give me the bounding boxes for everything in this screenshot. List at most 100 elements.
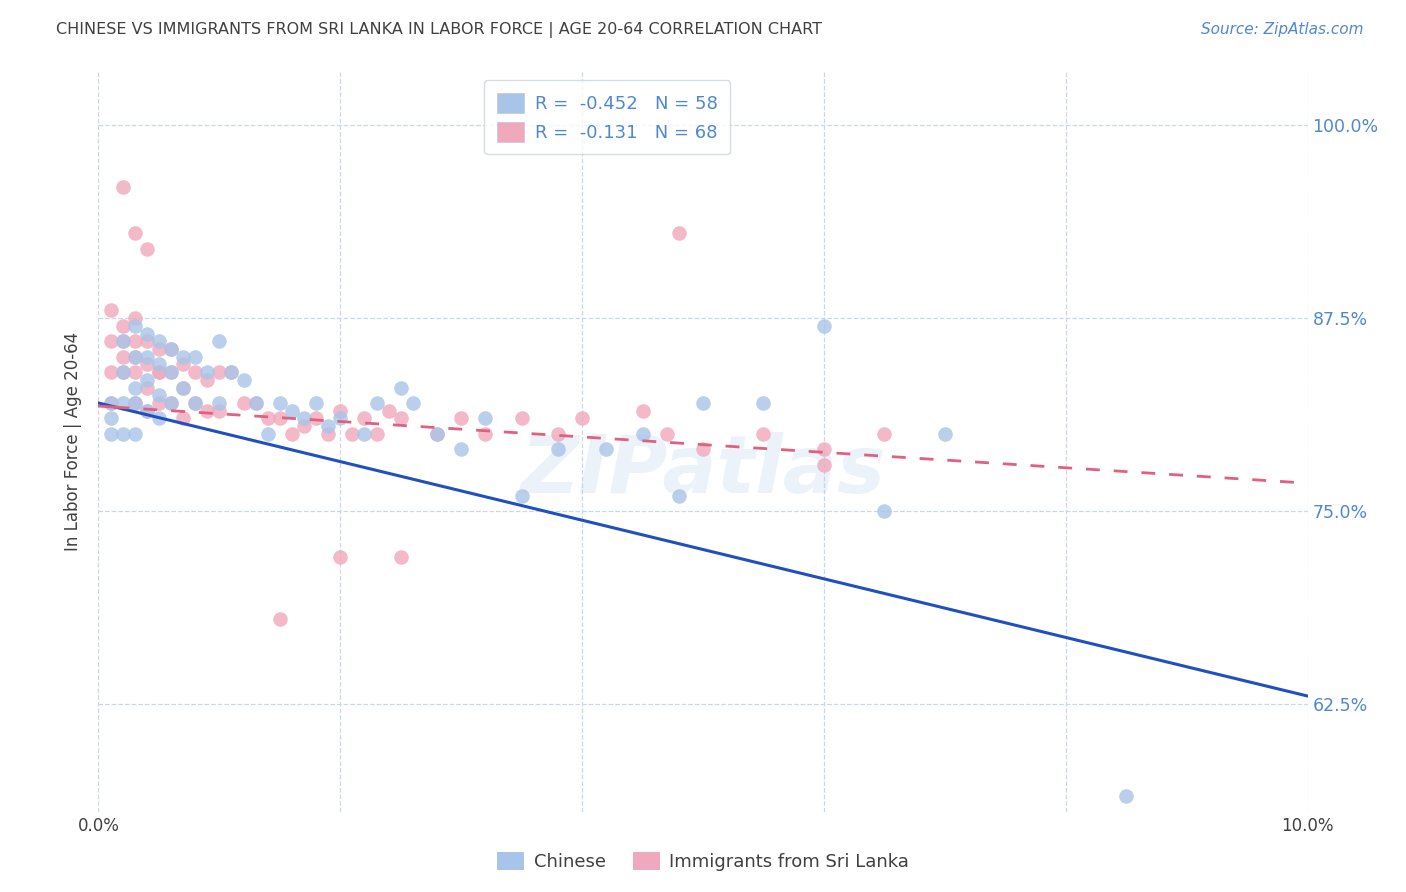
- Point: [111, 318, 134, 333]
- Point: [305, 411, 328, 425]
- Point: [752, 426, 775, 441]
- Point: [135, 242, 157, 256]
- Point: [208, 365, 231, 379]
- Point: [148, 365, 170, 379]
- Point: [426, 426, 449, 441]
- Point: [245, 396, 267, 410]
- Point: [232, 396, 254, 410]
- Point: [135, 326, 157, 341]
- Point: [160, 396, 183, 410]
- Point: [450, 411, 472, 425]
- Point: [172, 350, 194, 364]
- Point: [111, 365, 134, 379]
- Point: [547, 442, 569, 457]
- Point: [934, 426, 956, 441]
- Point: [160, 365, 183, 379]
- Point: [148, 388, 170, 402]
- Point: [232, 373, 254, 387]
- Point: [450, 442, 472, 457]
- Point: [208, 403, 231, 417]
- Point: [148, 358, 170, 372]
- Point: [135, 403, 157, 417]
- Point: [245, 396, 267, 410]
- Point: [269, 411, 291, 425]
- Point: [184, 396, 207, 410]
- Point: [100, 334, 122, 349]
- Point: [135, 350, 157, 364]
- Point: [100, 411, 122, 425]
- Point: [135, 358, 157, 372]
- Point: [305, 396, 328, 410]
- Point: [160, 365, 183, 379]
- Point: [571, 411, 593, 425]
- Point: [100, 396, 122, 410]
- Point: [148, 365, 170, 379]
- Point: [184, 365, 207, 379]
- Point: [111, 426, 134, 441]
- Point: [510, 411, 533, 425]
- Point: [692, 442, 714, 457]
- Point: [668, 227, 690, 241]
- Point: [389, 411, 412, 425]
- Point: [124, 396, 146, 410]
- Point: [208, 396, 231, 410]
- Point: [269, 612, 291, 626]
- Point: [631, 403, 654, 417]
- Point: [148, 334, 170, 349]
- Point: [100, 303, 122, 318]
- Point: [124, 334, 146, 349]
- Point: [221, 365, 243, 379]
- Point: [692, 396, 714, 410]
- Point: [100, 426, 122, 441]
- Point: [510, 489, 533, 503]
- Point: [135, 373, 157, 387]
- Point: [668, 489, 690, 503]
- Point: [873, 426, 896, 441]
- Point: [353, 426, 375, 441]
- Text: Source: ZipAtlas.com: Source: ZipAtlas.com: [1201, 22, 1364, 37]
- Point: [124, 311, 146, 326]
- Point: [474, 426, 496, 441]
- Point: [184, 350, 207, 364]
- Point: [366, 396, 388, 410]
- Point: [124, 350, 146, 364]
- Point: [124, 227, 146, 241]
- Point: [172, 380, 194, 394]
- Point: [208, 334, 231, 349]
- Point: [124, 396, 146, 410]
- Point: [1115, 789, 1137, 804]
- Point: [172, 380, 194, 394]
- Point: [316, 419, 339, 434]
- Point: [124, 380, 146, 394]
- Point: [269, 396, 291, 410]
- Point: [281, 426, 304, 441]
- Point: [111, 334, 134, 349]
- Point: [160, 396, 183, 410]
- Point: [124, 350, 146, 364]
- Point: [402, 396, 425, 410]
- Point: [426, 426, 449, 441]
- Point: [100, 396, 122, 410]
- Legend: Chinese, Immigrants from Sri Lanka: Chinese, Immigrants from Sri Lanka: [491, 845, 915, 879]
- Point: [148, 396, 170, 410]
- Point: [184, 396, 207, 410]
- Point: [160, 342, 183, 356]
- Point: [813, 442, 835, 457]
- Point: [547, 426, 569, 441]
- Point: [135, 403, 157, 417]
- Point: [124, 365, 146, 379]
- Point: [111, 334, 134, 349]
- Point: [111, 365, 134, 379]
- Point: [221, 365, 243, 379]
- Point: [474, 411, 496, 425]
- Point: [135, 380, 157, 394]
- Point: [329, 411, 352, 425]
- Point: [813, 458, 835, 472]
- Point: [873, 504, 896, 518]
- Point: [148, 411, 170, 425]
- Point: [195, 365, 218, 379]
- Point: [329, 403, 352, 417]
- Point: [111, 180, 134, 194]
- Point: [316, 426, 339, 441]
- Point: [111, 350, 134, 364]
